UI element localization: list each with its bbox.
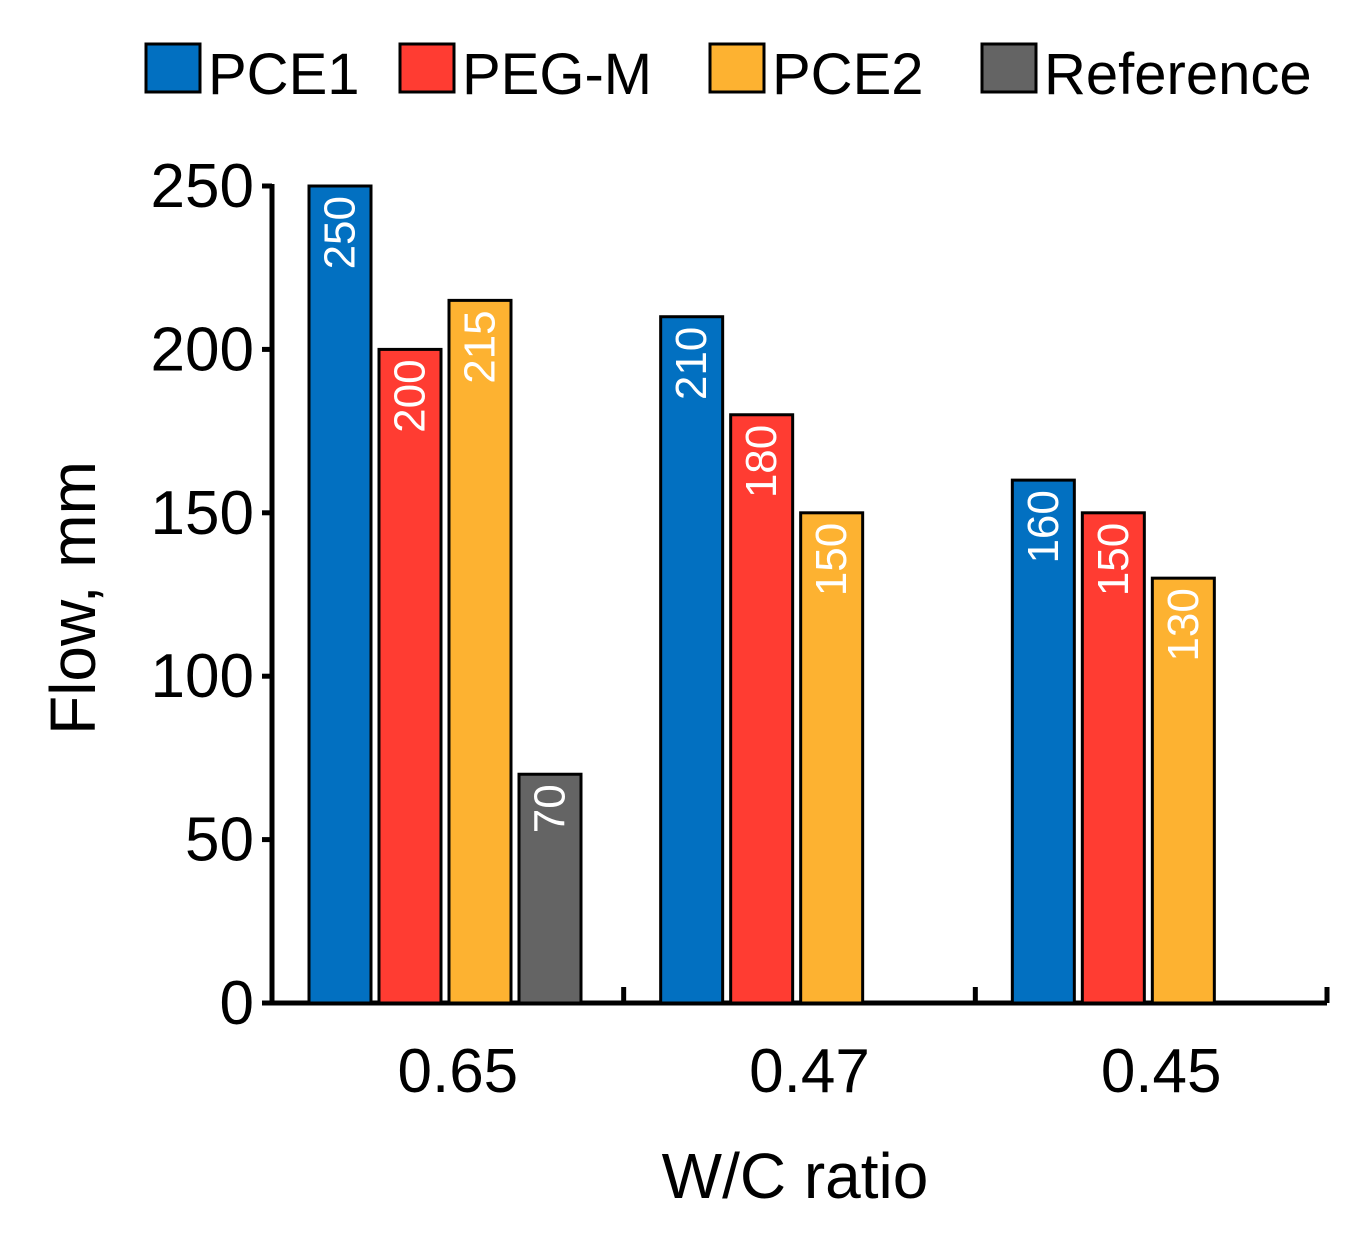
legend-label: PCE2 — [772, 42, 924, 107]
bar — [799, 511, 865, 1005]
bar-value-label: 160 — [1019, 490, 1068, 563]
bar — [307, 184, 373, 1005]
legend-label: PCE1 — [208, 42, 360, 107]
bar-value-label: 250 — [316, 196, 365, 269]
bar-value-label: 70 — [526, 784, 575, 833]
legend-swatch — [398, 42, 456, 94]
bar — [1080, 511, 1146, 1005]
y-tick-label: 100 — [151, 642, 254, 711]
legend-label: PEG-M — [462, 42, 652, 107]
legend-swatch — [980, 42, 1038, 94]
bar — [1010, 478, 1076, 1005]
x-axis-label: W/C ratio — [662, 1140, 929, 1212]
x-axis: 0.65 0.47 0.45 — [272, 987, 1330, 1106]
x-tick-label: 0.65 — [397, 1037, 518, 1106]
bars: 250 200 215 70 210 180 150 160 150 130 — [307, 184, 1216, 1005]
bar-value-label: 210 — [667, 327, 716, 400]
bar — [447, 298, 513, 1005]
y-tick-label: 0 — [220, 969, 254, 1038]
legend-swatch — [144, 42, 202, 94]
bar — [517, 772, 583, 1005]
y-axis-label: Flow, mm — [37, 461, 109, 735]
y-tick-label: 50 — [185, 806, 254, 875]
legend-label: Reference — [1044, 42, 1312, 107]
bar-value-label: 215 — [456, 310, 505, 383]
y-tick-label: 200 — [151, 315, 254, 384]
legend: PCE1 PEG-M PCE2 Reference — [144, 42, 1312, 107]
legend-swatch — [708, 42, 766, 94]
bar — [729, 413, 795, 1005]
y-tick-label: 250 — [151, 152, 254, 221]
bar — [659, 315, 725, 1005]
x-tick-label: 0.45 — [1101, 1037, 1222, 1106]
bar-value-label: 150 — [1089, 523, 1138, 596]
bar-value-label: 150 — [807, 523, 856, 596]
bar — [1150, 576, 1216, 1005]
bar-value-label: 200 — [386, 359, 435, 432]
bar — [377, 347, 443, 1005]
y-axis: 0 50 100 150 200 250 — [151, 152, 275, 1038]
x-tick-label: 0.47 — [749, 1037, 870, 1106]
y-tick-label: 150 — [151, 479, 254, 548]
bar-value-label: 130 — [1159, 588, 1208, 661]
bar-value-label: 180 — [737, 425, 786, 498]
